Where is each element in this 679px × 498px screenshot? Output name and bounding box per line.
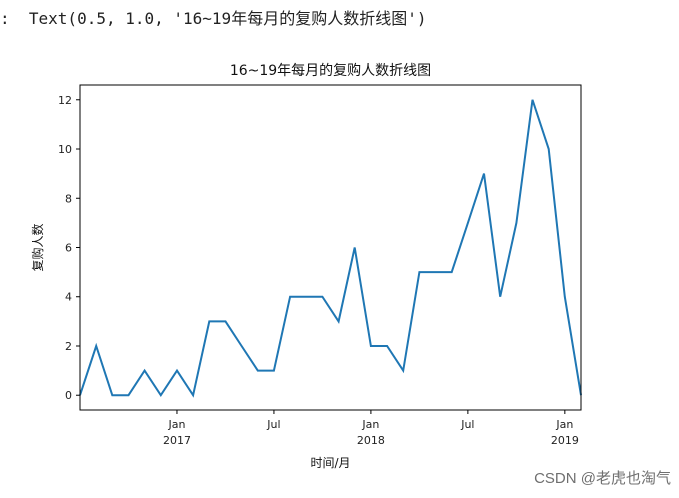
x-tick-label: Jul: [460, 418, 474, 431]
chart-title: 16~19年每月的复购人数折线图: [230, 62, 431, 79]
plot-frame: [79, 84, 582, 411]
y-tick-label: 2: [65, 340, 72, 353]
x-axis-label: 时间/月: [310, 456, 350, 470]
y-tick-label: 8: [65, 192, 72, 205]
y-axis-label: 复购人数: [30, 223, 45, 271]
y-tick-label: 0: [65, 389, 72, 402]
y-tick-label: 12: [58, 94, 72, 107]
x-tick-label: Jan: [555, 418, 573, 431]
y-tick-label: 10: [58, 143, 72, 156]
x-tick-label: Jul: [266, 418, 280, 431]
x-year-label: 2018: [357, 434, 385, 447]
x-tick-label: Jan: [167, 418, 185, 431]
x-axis-ticks: Jan 2017 Jul Jan 2018 Jul Jan 2019: [163, 410, 579, 447]
y-tick-label: 4: [65, 291, 72, 304]
output-text-line: : Text(0.5, 1.0, '16~19年每月的复购人数折线图'): [0, 9, 427, 28]
watermark-text: CSDN @老虎也淘气: [534, 470, 671, 487]
series-line: [79, 99, 582, 398]
y-axis-ticks: 0 2 4 6 8 10 12: [58, 94, 80, 402]
x-year-label: 2017: [163, 434, 191, 447]
x-tick-label: Jan: [361, 418, 379, 431]
y-tick-label: 6: [65, 242, 72, 255]
x-year-label: 2019: [551, 434, 579, 447]
